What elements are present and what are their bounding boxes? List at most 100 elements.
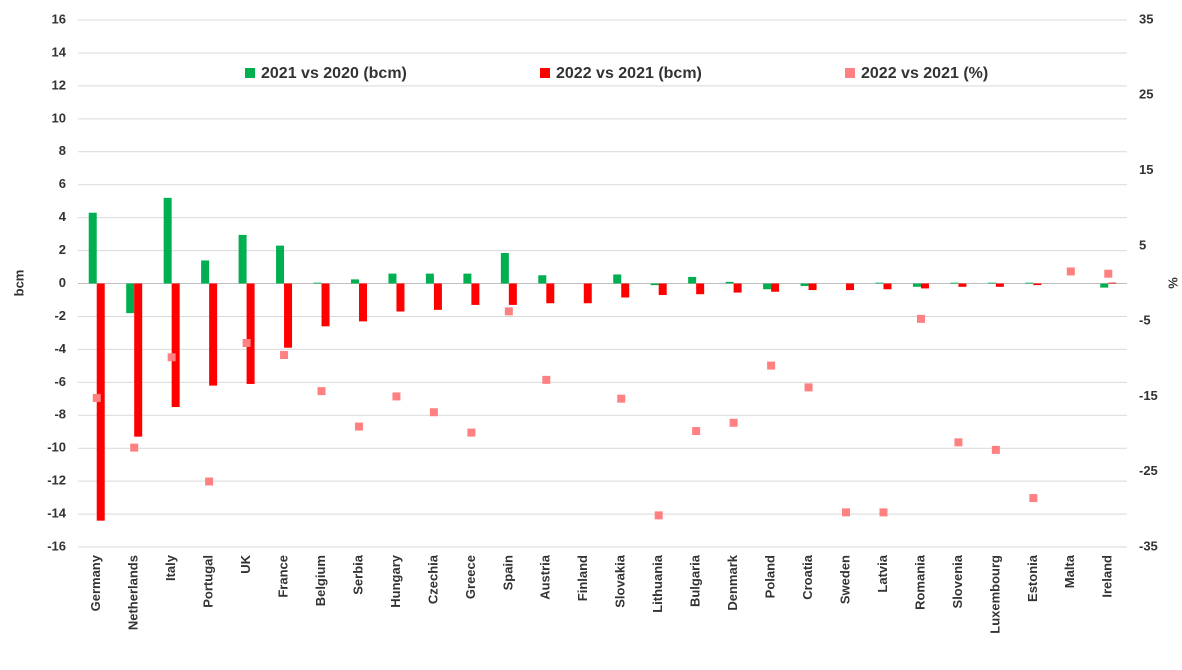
marker — [729, 418, 738, 427]
x-tick-label: Portugal — [201, 555, 216, 608]
y-tick-label: -4 — [54, 341, 66, 356]
bar — [800, 283, 809, 286]
marker — [167, 353, 176, 362]
y2-tick-label: -5 — [1139, 313, 1151, 328]
x-tick-label: Lithuania — [650, 554, 665, 613]
x-tick-label: Slovenia — [950, 554, 965, 608]
marker — [879, 508, 888, 517]
y2-tick-label: 15 — [1139, 162, 1153, 177]
bar — [808, 283, 817, 291]
bar — [358, 283, 367, 322]
x-tick-label: Germany — [88, 554, 103, 611]
y-tick-label: -16 — [47, 538, 66, 553]
legend-swatch — [245, 68, 255, 78]
marker — [804, 383, 813, 392]
x-tick-label: UK — [238, 554, 253, 573]
x-tick-label: Netherlands — [126, 555, 141, 630]
legend-label: 2022 vs 2021 (bcm) — [556, 65, 702, 82]
bar — [321, 283, 330, 327]
bar — [733, 283, 742, 293]
y-tick-label: -14 — [47, 506, 67, 521]
y-tick-label: -10 — [47, 440, 66, 455]
marker — [92, 393, 101, 402]
bar — [875, 282, 884, 284]
bar — [126, 283, 135, 314]
y-tick-label: -2 — [54, 308, 66, 323]
x-tick-label: Italy — [163, 554, 178, 581]
x-tick-label: Greece — [463, 555, 478, 599]
x-tick-label: France — [275, 555, 290, 598]
bar — [471, 283, 480, 305]
bar — [388, 273, 397, 284]
y-tick-label: 4 — [59, 209, 67, 224]
bar — [546, 283, 555, 304]
y-tick-label: 12 — [52, 77, 66, 92]
bar — [96, 283, 105, 521]
bar — [500, 253, 509, 284]
bar — [950, 282, 959, 284]
legend-label: 2021 vs 2020 (bcm) — [261, 65, 407, 82]
marker — [916, 314, 925, 323]
y-tick-label: 10 — [52, 110, 66, 125]
bar — [763, 283, 772, 290]
x-tick-label: Croatia — [800, 554, 815, 600]
marker — [317, 387, 326, 396]
bar — [538, 275, 547, 284]
bar — [912, 283, 921, 287]
legend-label: 2022 vs 2021 (%) — [861, 65, 988, 82]
y-tick-label: -8 — [54, 407, 66, 422]
marker — [1104, 269, 1113, 278]
bar — [771, 283, 780, 292]
x-tick-label: Slovakia — [613, 554, 628, 608]
marker — [205, 477, 214, 486]
bar — [883, 283, 892, 290]
bar — [508, 283, 517, 305]
x-tick-label: Ireland — [1100, 555, 1115, 598]
y-tick-label: -12 — [47, 473, 66, 488]
bar — [246, 283, 255, 384]
y-tick-label: 8 — [59, 143, 66, 158]
marker — [280, 351, 289, 360]
marker — [954, 438, 963, 447]
marker — [392, 392, 401, 401]
bar — [650, 283, 659, 286]
y-tick-label: -6 — [54, 374, 66, 389]
bar — [846, 283, 855, 291]
y2-tick-label: 35 — [1139, 11, 1153, 26]
bar — [725, 281, 734, 284]
marker — [542, 375, 551, 384]
marker — [242, 338, 251, 347]
x-tick-label: Denmark — [725, 554, 740, 610]
x-tick-label: Spain — [500, 555, 515, 590]
marker — [1029, 494, 1038, 503]
bar — [88, 212, 97, 284]
y-axis-label: bcm — [11, 270, 26, 297]
legend-swatch — [540, 68, 550, 78]
x-tick-label: Sweden — [837, 555, 852, 604]
y2-axis-label: % — [1166, 277, 1181, 289]
bar — [1100, 283, 1109, 288]
bar — [238, 234, 247, 284]
y-tick-label: 14 — [52, 44, 67, 59]
marker — [654, 511, 663, 520]
bar — [209, 283, 218, 386]
bar — [350, 279, 359, 284]
marker — [767, 361, 776, 370]
bar — [1108, 282, 1117, 284]
legend-swatch — [845, 68, 855, 78]
bar — [276, 245, 285, 284]
marker — [467, 428, 476, 437]
bar — [313, 282, 322, 284]
bar — [613, 274, 622, 284]
bar — [1033, 283, 1042, 286]
x-tick-label: Malta — [1062, 554, 1077, 588]
bar — [696, 283, 705, 295]
x-tick-label: Czechia — [425, 554, 440, 604]
bar — [621, 283, 630, 298]
marker — [504, 307, 513, 316]
bar — [583, 283, 592, 304]
bar — [920, 283, 929, 289]
bar — [201, 260, 210, 284]
marker — [1066, 267, 1075, 276]
